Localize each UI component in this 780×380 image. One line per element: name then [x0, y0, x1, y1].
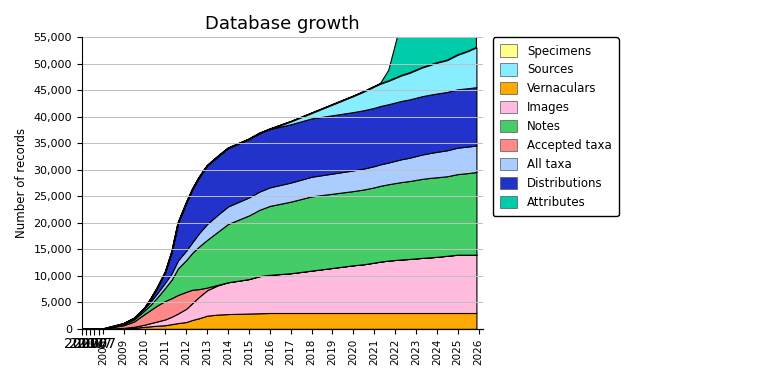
Title: Database growth: Database growth [205, 15, 360, 33]
Legend: Specimens, Sources, Vernaculars, Images, Notes, Accepted taxa, All taxa, Distrib: Specimens, Sources, Vernaculars, Images,… [493, 37, 619, 216]
Y-axis label: Number of records: Number of records [15, 128, 28, 238]
